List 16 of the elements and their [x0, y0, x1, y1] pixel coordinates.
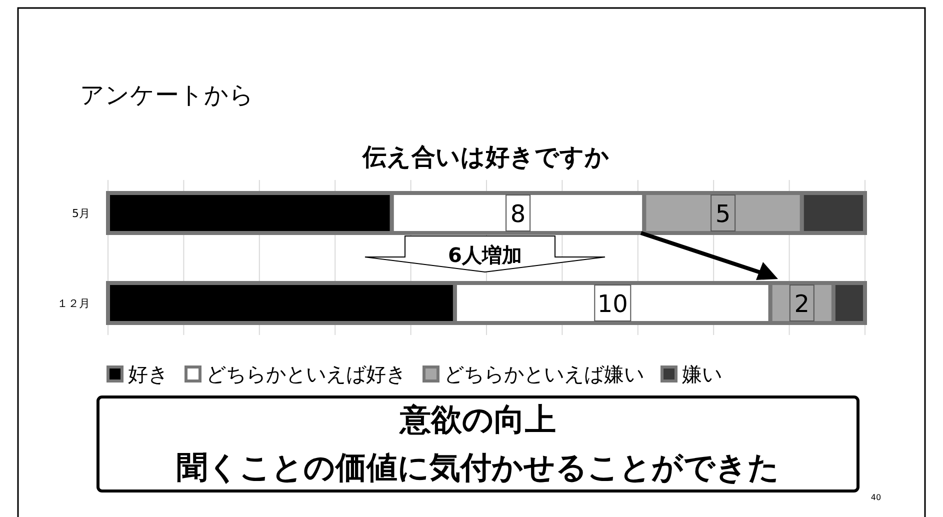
legend-label: どちらかといえば好き [206, 362, 406, 386]
text: 意欲の向上 [398, 402, 556, 438]
data-label: 8 [510, 200, 526, 228]
text: 40 [870, 493, 882, 502]
data-label: 2 [794, 290, 810, 318]
annotation: 6人増加 [448, 243, 522, 267]
legend-label: 嫌い [682, 362, 722, 386]
text: 聞くことの価値に気付かせることができた [176, 450, 780, 486]
y-tick-label: １２月 [57, 297, 90, 310]
data-label: 10 [597, 290, 628, 318]
y-tick-label: 5月 [72, 207, 90, 220]
data-label: 5 [715, 200, 731, 228]
chart-subtitle: 伝え合いは好きですか [362, 143, 610, 171]
legend-label: どちらかといえば嫌い [444, 362, 644, 386]
chart-title: アンケートから [80, 81, 254, 109]
legend-label: 好き [128, 362, 168, 386]
